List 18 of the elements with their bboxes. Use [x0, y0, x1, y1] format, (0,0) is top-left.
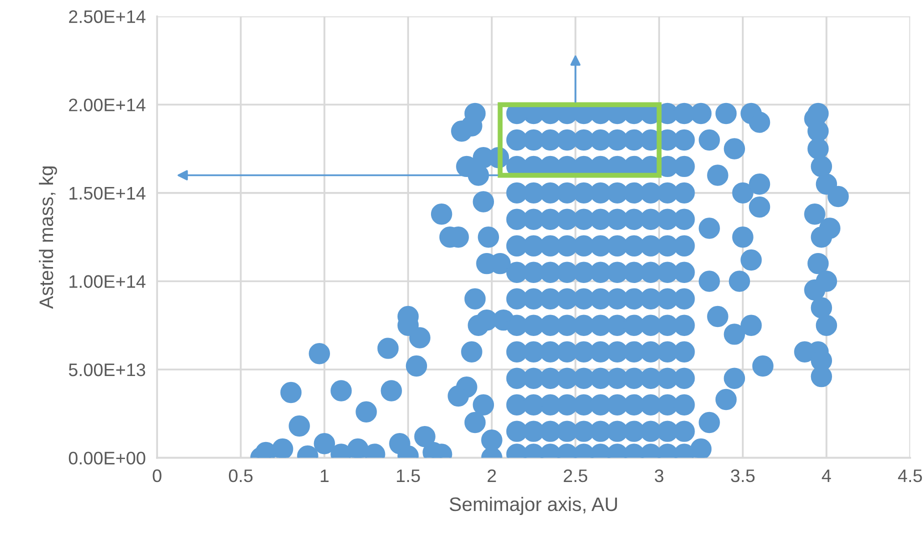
x-tick-label: 3.5 [730, 469, 755, 482]
x-axis-title: Semimajor axis, AU [450, 496, 617, 515]
x-tick-label: 4 [822, 470, 831, 482]
x-tick-label: 0 [152, 469, 162, 482]
x-tick-label: 2.5 [564, 469, 588, 482]
x-tick-label: 4.5 [898, 470, 922, 482]
x-tick-label: 0.5 [228, 469, 253, 482]
y-tick-label: 0.00E+00 [68, 452, 146, 465]
y-tick-label: 5.00E+13 [68, 363, 146, 376]
y-tick-label: 1.00E+14 [70, 275, 146, 288]
x-tick-label: 1.5 [396, 470, 420, 482]
x-tick-label: 1 [320, 470, 329, 482]
x-tick-label: 3 [654, 469, 664, 482]
y-tick-label: 2.50E+14 [69, 10, 146, 24]
y-axis-title: Asterid mass, kg [38, 166, 58, 309]
x-tick-label: 2 [488, 469, 496, 482]
y-tick-label: 2.00E+14 [69, 98, 146, 112]
y-tick-label: 1.50E+14 [70, 186, 146, 200]
